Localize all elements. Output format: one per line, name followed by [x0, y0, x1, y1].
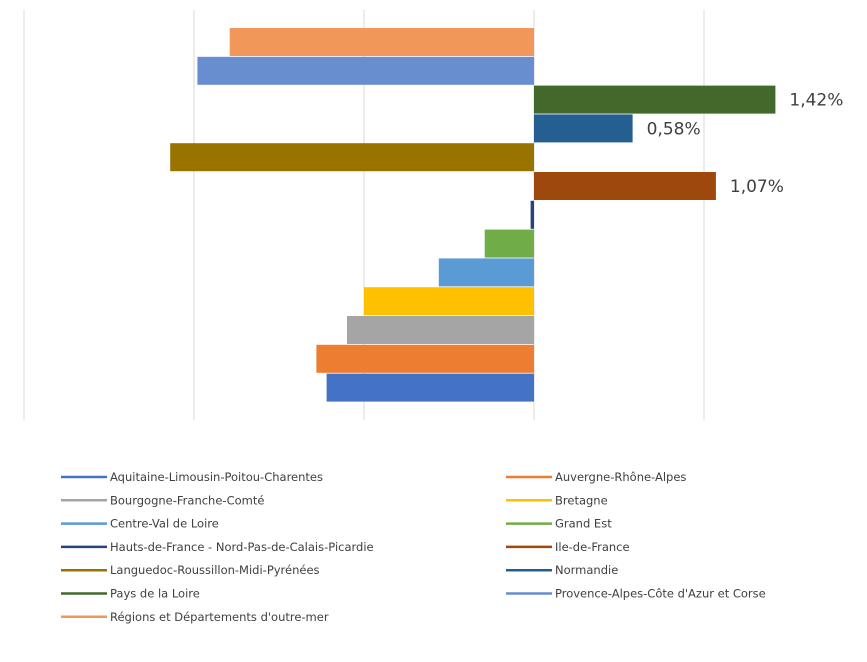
data-label: 0,58% [647, 119, 701, 139]
legend-label: Normandie [555, 563, 618, 577]
bar [534, 85, 776, 114]
legend-label: Grand Est [555, 517, 612, 531]
bar [326, 373, 534, 402]
bar [197, 56, 534, 85]
data-labels: 1,07% 0,58% 1,42% [647, 91, 844, 197]
bar [534, 172, 716, 200]
bar [530, 200, 534, 229]
bar [534, 114, 633, 143]
legend-label: Languedoc-Roussillon-Midi-Pyrénées [110, 563, 320, 577]
bar [484, 229, 534, 258]
legend-label: Régions et Départements d'outre-mer [110, 610, 329, 624]
legend: Aquitaine-Limousin-Poitou-Charentes Auver… [61, 470, 766, 624]
legend-label: Pays de la Loire [110, 587, 200, 601]
legend-label: Hauts-de-France - Nord-Pas-de-Calais-Pic… [110, 540, 374, 554]
legend-label: Centre-Val de Loire [110, 517, 219, 531]
legend-label: Auvergne-Rhône-Alpes [555, 470, 686, 484]
legend-label: Bretagne [555, 493, 608, 507]
bar [364, 287, 534, 316]
data-label: 1,42% [789, 91, 843, 111]
bars [170, 28, 776, 402]
legend-label: Ile-de-France [555, 540, 630, 554]
legend-label: Aquitaine-Limousin-Poitou-Charentes [110, 470, 323, 484]
data-label: 1,07% [730, 177, 784, 197]
legend-label: Bourgogne-Franche-Comté [110, 493, 264, 507]
legend-label: Provence-Alpes-Côte d'Azur et Corse [555, 587, 766, 601]
bar [229, 28, 534, 56]
bar [347, 316, 534, 344]
bar [170, 143, 534, 172]
bar [438, 258, 534, 287]
bar [316, 344, 534, 373]
